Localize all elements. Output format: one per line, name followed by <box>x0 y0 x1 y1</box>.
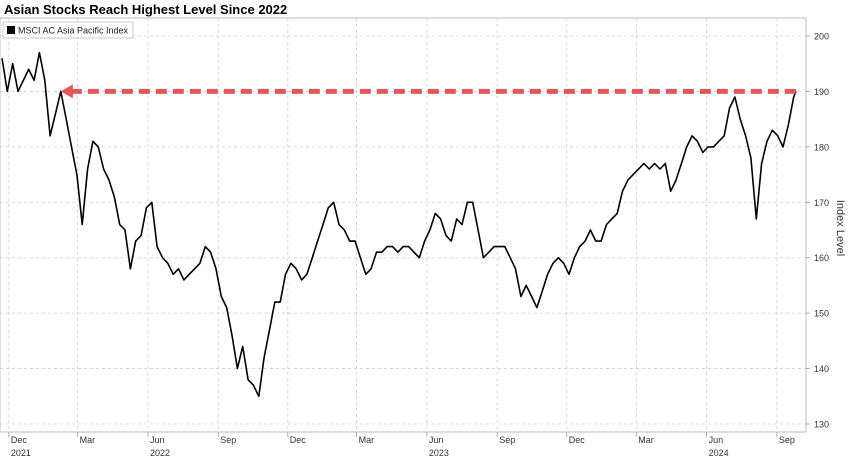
x-tick-label: Sep <box>220 435 236 445</box>
y-tick-label: 200 <box>814 32 829 42</box>
y-axis-title: Index Level <box>834 200 846 256</box>
series-layer <box>1 51 797 398</box>
x-tick-label: Mar <box>80 435 96 445</box>
x-tick-label: Jun <box>429 435 444 445</box>
series-line-msci-ac-asia-pacific <box>1 51 797 398</box>
y-tick-label: 160 <box>814 253 829 263</box>
y-axis-ticks: 130 140 150 160 170 180 190 200 <box>806 32 829 430</box>
x-tick-label: Dec <box>290 435 307 445</box>
y-tick-label: 190 <box>814 87 829 97</box>
x-year-label: 2023 <box>429 448 449 458</box>
y-tick-label: 170 <box>814 198 829 208</box>
x-tick-label: Jun <box>150 435 165 445</box>
legend-swatch <box>7 26 15 34</box>
chart-title: Asian Stocks Reach Highest Level Since 2… <box>4 2 288 17</box>
x-tick-label: Mar <box>638 435 654 445</box>
annotation-layer <box>60 84 796 99</box>
y-tick-label: 130 <box>814 420 829 430</box>
x-tick-label: Dec <box>11 435 28 445</box>
grid <box>0 18 806 432</box>
y-tick-label: 140 <box>814 364 829 374</box>
x-tick-label: Mar <box>359 435 375 445</box>
legend-label: MSCI AC Asia Pacific Index <box>18 26 129 36</box>
y-tick-label: 150 <box>814 309 829 319</box>
x-axis-ticks: Dec 2021 Mar Jun 2022 Sep Dec Mar Jun 2023 Sep Dec M… <box>8 432 795 458</box>
y-tick-label: 180 <box>814 142 829 152</box>
x-year-label: 2021 <box>11 448 31 458</box>
annotation-arrowhead <box>60 84 73 99</box>
x-tick-label: Jun <box>709 435 724 445</box>
plot-frame <box>0 17 807 433</box>
x-tick-label: Sep <box>779 435 795 445</box>
x-year-label: 2024 <box>709 448 729 458</box>
x-year-label: 2022 <box>150 448 170 458</box>
x-tick-label: Sep <box>499 435 515 445</box>
legend: MSCI AC Asia Pacific Index <box>2 21 134 39</box>
legend-box <box>2 21 134 39</box>
x-tick-label: Dec <box>569 435 586 445</box>
